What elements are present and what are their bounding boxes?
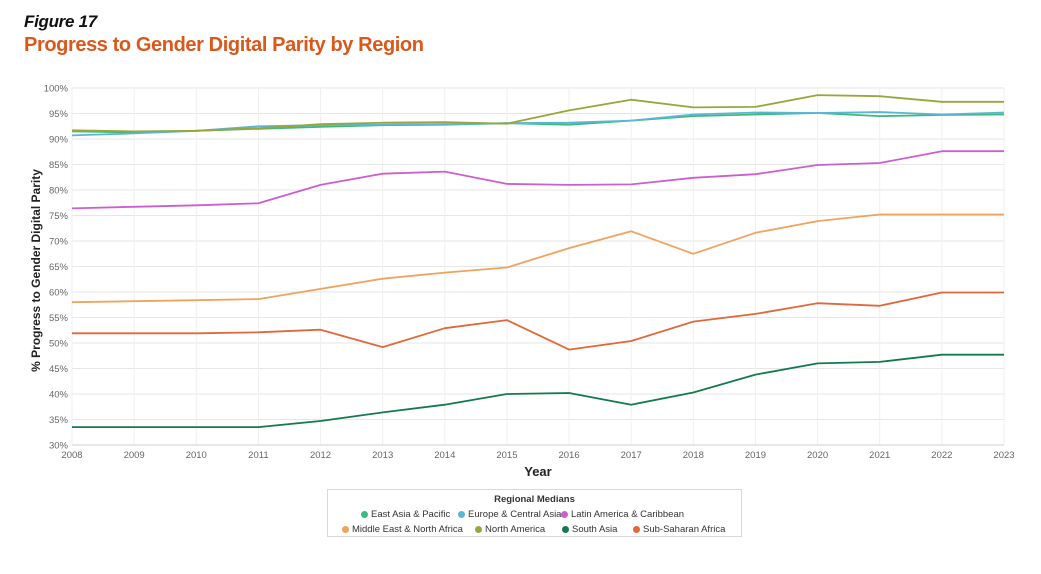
- legend-item: Latin America & Caribbean: [561, 509, 684, 520]
- x-tick-label: 2014: [434, 450, 455, 461]
- legend: Regional Medians East Asia & Pacific Euro…: [327, 489, 742, 537]
- legend-label: East Asia & Pacific: [371, 509, 451, 520]
- x-tick-label: 2018: [683, 450, 704, 461]
- legend-label: Sub-Saharan Africa: [643, 524, 726, 535]
- y-tick-label: 95%: [49, 109, 69, 120]
- y-tick-label: 45%: [49, 364, 69, 375]
- y-axis-title: % Progress to Gender Digital Parity: [29, 169, 43, 372]
- legend-title: Regional Medians: [494, 494, 575, 505]
- y-tick-label: 85%: [49, 160, 69, 171]
- legend-label: South Asia: [572, 524, 618, 535]
- legend-swatch: [633, 525, 640, 533]
- legend-swatch: [458, 510, 465, 518]
- series-line-sub-saharan-africa: [72, 291, 1004, 351]
- y-tick-label: 55%: [49, 313, 69, 324]
- y-tick-label: 100%: [44, 84, 69, 95]
- x-tick-label: 2021: [869, 450, 890, 461]
- legend-swatch: [561, 510, 568, 518]
- legend-item: Sub-Saharan Africa: [633, 524, 725, 535]
- series-line-north-america: [71, 94, 1004, 133]
- legend-item: East Asia & Pacific: [361, 509, 450, 520]
- x-tick-label: 2019: [745, 450, 766, 461]
- legend-swatch: [562, 525, 569, 533]
- x-tick-label: 2013: [372, 450, 393, 461]
- y-tick-label: 60%: [49, 288, 69, 299]
- x-tick-label: 2012: [310, 450, 331, 461]
- legend-item: South Asia: [562, 524, 617, 535]
- x-tick-label: 2017: [621, 450, 642, 461]
- y-tick-label: 90%: [49, 135, 69, 146]
- y-tick-label: 75%: [49, 211, 69, 222]
- y-tick-label: 30%: [49, 441, 69, 452]
- legend-label: Latin America & Caribbean: [571, 509, 685, 520]
- x-tick-label: 2015: [496, 450, 517, 461]
- x-tick-label: 2010: [186, 450, 207, 461]
- x-tick-label: 2023: [993, 450, 1014, 461]
- legend-item: Middle East & North Africa: [342, 524, 463, 535]
- legend-label: Middle East & North Africa: [352, 524, 463, 535]
- series-line-latin-america-caribbean: [71, 150, 1004, 210]
- y-tick-label: 80%: [49, 186, 69, 197]
- legend-label: Europe & Central Asia: [468, 509, 562, 520]
- y-tick-label: 50%: [49, 339, 69, 350]
- legend-swatch: [475, 525, 482, 533]
- x-tick-label: 2011: [248, 450, 268, 461]
- legend-item: Europe & Central Asia: [458, 509, 561, 520]
- y-tick-label: 35%: [49, 415, 69, 426]
- x-tick-label: 2022: [931, 450, 952, 461]
- figure-label: Figure 17: [24, 12, 97, 31]
- y-tick-label: 70%: [49, 237, 69, 248]
- legend-label: North America: [485, 524, 546, 535]
- legend-item: North America: [475, 524, 545, 535]
- series-line-middle-east-north-africa: [71, 213, 1004, 304]
- x-tick-label: 2009: [124, 450, 145, 461]
- y-tick-label: 40%: [49, 390, 69, 401]
- y-tick-label: 65%: [49, 262, 69, 273]
- x-tick-label: 2020: [807, 450, 828, 461]
- legend-swatch: [342, 525, 349, 533]
- series-line-europe-central-asia: [71, 111, 1005, 137]
- series-line-south-asia: [72, 353, 1004, 428]
- x-tick-label: 2016: [558, 450, 579, 461]
- x-axis-title: Year: [524, 464, 551, 479]
- chart-title: Progress to Gender Digital Parity by Reg…: [24, 34, 424, 56]
- x-tick-label: 2008: [61, 450, 82, 461]
- legend-swatch: [361, 510, 368, 518]
